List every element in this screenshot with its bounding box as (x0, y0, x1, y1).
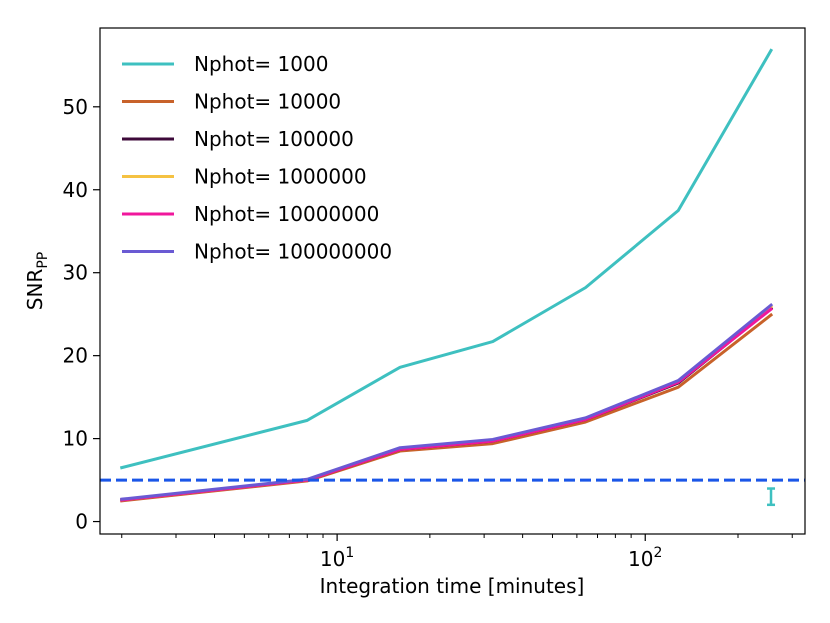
series-line-5 (120, 302, 774, 501)
error-bar (767, 487, 776, 507)
plot-frame (99, 27, 806, 535)
y-tick-label-20: 20 (63, 344, 88, 368)
legend-label: Nphot= 10000 (194, 90, 341, 114)
y-tick-label-50: 50 (63, 95, 88, 119)
errorbar-layer (767, 487, 776, 507)
x-axis-label: Integration time [minutes] (320, 574, 585, 598)
y-tick-label-0: 0 (75, 510, 88, 534)
y-tick-label-40: 40 (63, 178, 88, 202)
legend-label: Nphot= 1000000 (194, 165, 367, 189)
y-axis-label-sub: PP (35, 252, 51, 269)
legend-label: Nphot= 100000 (194, 127, 354, 151)
x-tick-base: 10 (628, 547, 653, 571)
y-tick-label-30: 30 (63, 261, 88, 285)
series-line-0 (119, 48, 774, 470)
legend-item-5: Nphot= 100000000 (122, 240, 392, 264)
legend-item-4: Nphot= 10000000 (122, 202, 379, 226)
legend-label: Nphot= 1000 (194, 52, 328, 76)
x-axis: 101 102 (121, 534, 793, 571)
x-tick-exponent: 2 (654, 545, 663, 561)
legend-label: Nphot= 10000000 (194, 202, 379, 226)
x-tick-label-10: 101 (320, 545, 354, 571)
y-axis: 0 10 20 30 40 50 (63, 95, 100, 534)
legend-item-0: Nphot= 1000 (122, 52, 328, 76)
legend-item-2: Nphot= 100000 (122, 127, 354, 151)
series-layer (119, 48, 774, 503)
legend-item-3: Nphot= 1000000 (122, 165, 367, 189)
legend-item-1: Nphot= 10000 (122, 90, 341, 114)
legend-label: Nphot= 100000000 (194, 240, 392, 264)
x-tick-base: 10 (320, 547, 345, 571)
y-axis-label: SNRPP (23, 252, 51, 310)
plot-area (100, 28, 805, 534)
x-tick-label-100: 102 (628, 545, 662, 571)
y-tick-label-10: 10 (63, 427, 88, 451)
legend: Nphot= 1000 Nphot= 10000 Nphot= 100000 Npho… (122, 52, 392, 264)
x-tick-exponent: 1 (345, 545, 354, 561)
y-axis-label-main: SNR (23, 269, 47, 311)
